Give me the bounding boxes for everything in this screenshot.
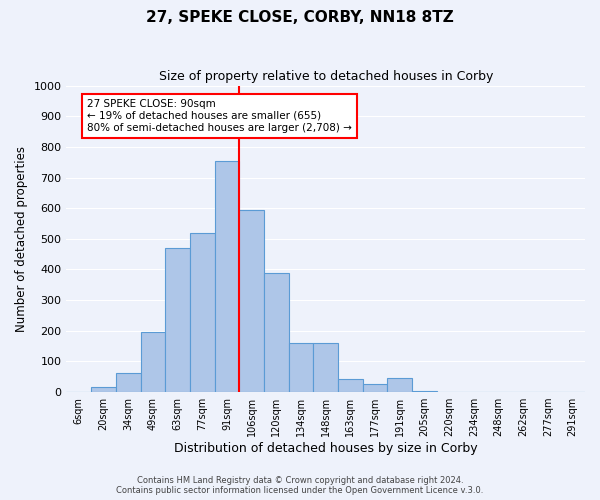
- Text: Contains HM Land Registry data © Crown copyright and database right 2024.
Contai: Contains HM Land Registry data © Crown c…: [116, 476, 484, 495]
- Bar: [388, 378, 412, 392]
- Bar: [116, 373, 140, 392]
- Bar: [412, 390, 437, 392]
- Bar: [289, 343, 313, 392]
- Bar: [165, 248, 190, 392]
- Text: 27 SPEKE CLOSE: 90sqm
← 19% of detached houses are smaller (655)
80% of semi-det: 27 SPEKE CLOSE: 90sqm ← 19% of detached …: [87, 100, 352, 132]
- Y-axis label: Number of detached properties: Number of detached properties: [15, 146, 28, 332]
- Bar: [91, 388, 116, 392]
- Bar: [239, 210, 264, 392]
- Bar: [363, 384, 388, 392]
- Text: 27, SPEKE CLOSE, CORBY, NN18 8TZ: 27, SPEKE CLOSE, CORBY, NN18 8TZ: [146, 10, 454, 25]
- Bar: [140, 332, 165, 392]
- X-axis label: Distribution of detached houses by size in Corby: Distribution of detached houses by size …: [174, 442, 478, 455]
- Bar: [215, 160, 239, 392]
- Bar: [190, 232, 215, 392]
- Bar: [338, 379, 363, 392]
- Bar: [313, 343, 338, 392]
- Bar: [264, 272, 289, 392]
- Title: Size of property relative to detached houses in Corby: Size of property relative to detached ho…: [158, 70, 493, 83]
